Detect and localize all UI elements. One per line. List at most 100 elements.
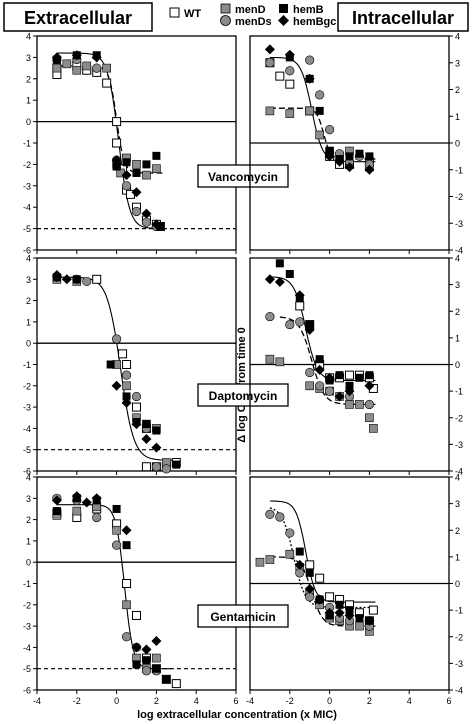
data-point [325, 125, 335, 135]
y-tick-label: -6 [23, 467, 31, 477]
y-tick-label: -4 [455, 686, 463, 696]
data-point [112, 117, 122, 127]
data-point [151, 462, 161, 472]
data-point [364, 164, 375, 175]
data-point [142, 656, 151, 665]
panel-extracellular-vancomycin: -6 -5 -4 -3 -2 -1 0 1 2 3 4 [23, 32, 237, 256]
legend-label-mends: menDs [235, 16, 272, 28]
data-point [295, 301, 305, 311]
data-point [315, 381, 325, 391]
data-point [141, 208, 152, 219]
y-tick-label: 1 [455, 552, 460, 562]
data-point [141, 644, 152, 655]
data-point [51, 270, 62, 281]
data-point [265, 106, 275, 116]
data-point [141, 666, 152, 676]
data-point [141, 462, 151, 472]
y-tick-label: 2 [26, 515, 31, 525]
y-tick-label: -6 [23, 246, 31, 256]
y-tick-label: 3 [26, 494, 31, 504]
data-point [344, 386, 355, 397]
y-tick-label: -2 [455, 413, 463, 423]
data-point [131, 206, 142, 217]
x-tick-label: -4 [246, 696, 254, 706]
panel-intracellular-gentamicin: -4 -3 -2 -1 0 1 2 3 4 -4 -2 0 2 4 6 [246, 473, 463, 707]
data-point [294, 559, 305, 570]
y-tick-label: -1 [455, 387, 463, 397]
data-point [106, 360, 115, 369]
y-tick-label: 2 [26, 74, 31, 84]
header-intracellular-box [337, 2, 469, 32]
data-point [264, 44, 275, 55]
legend-marker-mends [220, 15, 231, 26]
data-point [305, 55, 315, 65]
data-point [369, 424, 378, 433]
data-point [121, 525, 132, 536]
data-point [364, 380, 375, 391]
data-point [285, 66, 295, 76]
data-point [52, 507, 61, 516]
data-point [304, 583, 315, 594]
data-point [132, 610, 141, 620]
y-tick-label: 2 [455, 307, 460, 317]
header-intracellular: Intracellular [337, 2, 469, 32]
series-mends [265, 55, 375, 169]
y-tick-label: 1 [455, 333, 460, 343]
y-tick-label: 0 [455, 360, 460, 370]
y-tick-label: -2 [455, 192, 463, 202]
data-point [122, 381, 131, 391]
data-point [72, 275, 81, 284]
y-tick-label: -5 [23, 224, 31, 234]
data-point [151, 219, 162, 230]
y-tick-label: -4 [455, 467, 463, 477]
x-tick-label: 6 [233, 696, 238, 706]
data-point [285, 269, 294, 278]
data-point [122, 392, 131, 401]
y-tick-label: 4 [455, 32, 460, 42]
series-wt [52, 61, 165, 231]
data-point [81, 497, 92, 508]
y-tick-label: -4 [23, 203, 31, 213]
legend: WT menD menDs hemB hemBgc [169, 3, 336, 28]
data-point [71, 491, 82, 502]
y-tick-label: 4 [455, 254, 460, 264]
data-point [335, 600, 344, 609]
series-mend [52, 274, 171, 467]
x-tick-label: -2 [286, 696, 294, 706]
data-point [295, 317, 305, 327]
data-point [275, 71, 285, 81]
data-point [82, 276, 92, 287]
data-point [355, 621, 364, 631]
data-point [264, 274, 275, 285]
x-tick-label: 4 [194, 696, 199, 706]
data-point [275, 512, 285, 522]
data-point [142, 420, 151, 429]
data-point [305, 320, 314, 329]
data-point [314, 594, 325, 605]
data-point [365, 371, 374, 380]
y-tick-label: -1 [455, 165, 463, 175]
y-tick-label: 1 [26, 536, 31, 546]
y-tick-label: -1 [23, 139, 31, 149]
y-tick-label: -1 [23, 579, 31, 589]
data-point [285, 528, 295, 538]
data-point [132, 402, 141, 412]
y-tick-label: -3 [23, 403, 31, 413]
data-point [121, 397, 132, 408]
legend-label-hembgc: hemBgc [293, 16, 336, 28]
header-extracellular-box [3, 2, 153, 32]
data-point [325, 147, 334, 156]
data-point [156, 222, 165, 231]
data-point [121, 632, 132, 642]
data-point [334, 391, 345, 402]
data-point [62, 59, 72, 69]
data-point [364, 399, 375, 410]
data-point [314, 364, 325, 375]
data-point [72, 506, 82, 516]
drug-label-box [197, 604, 289, 628]
data-point [324, 372, 335, 383]
y-tick-label: -3 [23, 622, 31, 632]
legend-marker-hemb [279, 4, 288, 13]
legend-marker-mend [220, 3, 231, 14]
